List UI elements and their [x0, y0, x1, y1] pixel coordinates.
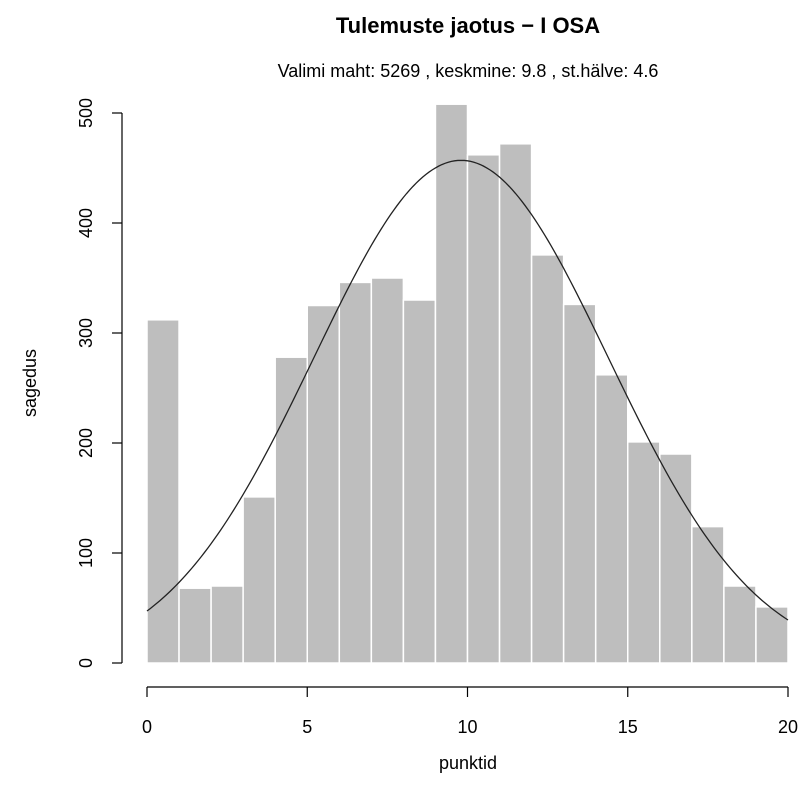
histogram-bar	[274, 356, 309, 664]
x-tick-label: 20	[778, 717, 798, 737]
x-tick-label: 5	[302, 717, 312, 737]
y-tick-label: 0	[76, 658, 96, 668]
histogram-bar	[306, 304, 341, 664]
y-tick-label: 100	[76, 538, 96, 568]
histogram-bar	[466, 154, 501, 664]
x-axis: 0 5 10 15 20	[142, 686, 798, 737]
y-tick-label: 400	[76, 208, 96, 238]
histogram-bar	[659, 453, 693, 664]
histogram-bar	[178, 587, 212, 664]
chart-subtitle: Valimi maht: 5269 , keskmine: 9.8 , st.h…	[278, 61, 659, 81]
histogram-bar	[498, 143, 533, 664]
x-tick-label: 0	[142, 717, 152, 737]
histogram-bar	[627, 441, 661, 664]
y-tick-label: 500	[76, 98, 96, 128]
y-axis: 0 100 200 300 400 500	[76, 98, 123, 668]
histogram-bars	[146, 103, 789, 664]
histogram-bar	[370, 277, 405, 664]
histogram-bar	[338, 281, 373, 664]
histogram-bar	[723, 585, 757, 664]
histogram-bar	[594, 374, 629, 664]
x-tick-label: 15	[618, 717, 638, 737]
histogram-bar	[402, 299, 437, 664]
histogram-bar	[434, 103, 469, 664]
x-axis-label: punktid	[439, 753, 497, 773]
y-tick-label: 200	[76, 428, 96, 458]
histogram-bar	[146, 319, 180, 664]
x-tick-label: 10	[457, 717, 477, 737]
chart-title: Tulemuste jaotus − I OSA	[336, 13, 600, 38]
histogram-bar	[210, 585, 244, 664]
histogram-bar	[242, 496, 276, 664]
histogram-bar	[755, 606, 789, 664]
histogram-bar	[691, 525, 725, 664]
y-tick-label: 300	[76, 318, 96, 348]
y-axis-label: sagedus	[20, 349, 40, 417]
normal-curve-line	[146, 159, 789, 621]
histogram-bar	[530, 254, 565, 664]
histogram-bar	[562, 303, 597, 664]
